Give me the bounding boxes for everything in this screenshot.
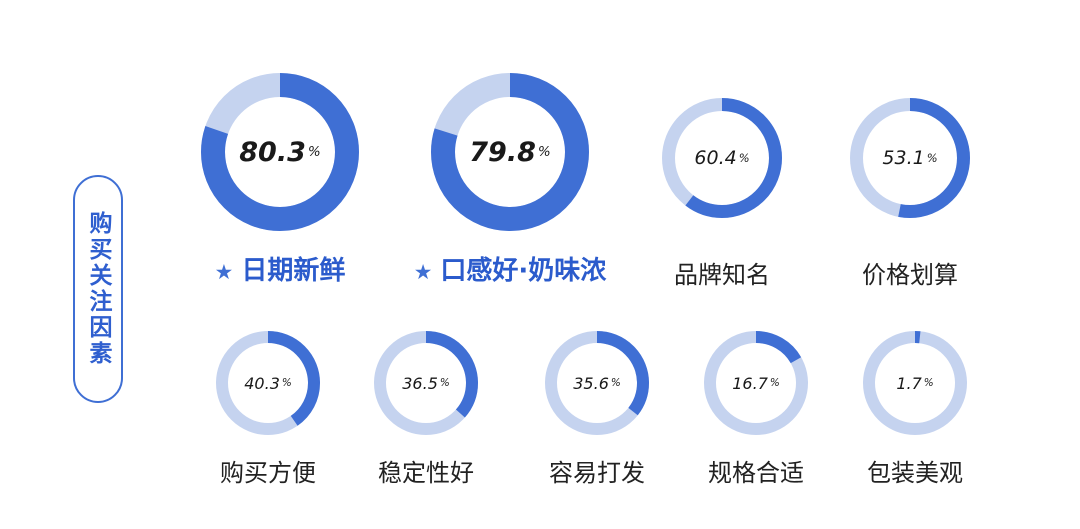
- donut-label-text: 口感好·奶味浓: [440, 256, 607, 286]
- donut-value-unit: %: [537, 144, 551, 160]
- donut-8: 16.7% 规格合适: [704, 331, 808, 487]
- donut-ring-1: [201, 73, 359, 231]
- donut-label-8: 规格合适: [644, 453, 868, 488]
- donut-1: 80.3% ★ 日期新鲜: [201, 73, 359, 286]
- donut-value-number: 40.3: [244, 373, 280, 393]
- donut-value-unit: %: [439, 377, 450, 389]
- donut-arc-8: [704, 331, 808, 435]
- donut-ring-9: [863, 331, 967, 435]
- donut-arc-2: [431, 73, 589, 231]
- donut-value-unit: %: [923, 377, 934, 389]
- donut-7: 35.6% 容易打发: [545, 331, 649, 487]
- donut-ring-7: [545, 331, 649, 435]
- donut-value-number: 80.3: [239, 136, 306, 168]
- donut-value-number: 36.5: [402, 373, 438, 393]
- donut-ring-8: [704, 331, 808, 435]
- donut-label-text: 包装美观: [867, 459, 963, 487]
- donut-value-4: 53.1%: [850, 98, 970, 218]
- donut-label-text: 稳定性好: [378, 459, 474, 487]
- donut-value-5: 40.3%: [216, 331, 320, 435]
- donut-value-2: 79.8%: [431, 73, 589, 231]
- donut-value-number: 35.6: [573, 373, 609, 393]
- donut-value-number: 79.8: [469, 136, 536, 168]
- donut-arc-9: [863, 331, 967, 435]
- donut-arc-1: [201, 73, 359, 231]
- donut-value-number: 16.7: [732, 373, 768, 393]
- donut-value-8: 16.7%: [704, 331, 808, 435]
- donut-label-3: 品牌知名: [602, 255, 842, 290]
- donut-value-1: 80.3%: [201, 73, 359, 231]
- donut-value-unit: %: [307, 144, 321, 160]
- donut-ring-4: [850, 98, 970, 218]
- side-category-label: 购买关注因素: [73, 175, 123, 403]
- donut-ring-2: [431, 73, 589, 231]
- donut-arc-7: [545, 331, 649, 435]
- donut-arc-5: [216, 331, 320, 435]
- donut-label-text: 日期新鲜: [241, 256, 346, 286]
- donut-label-text: 容易打发: [549, 459, 645, 487]
- donut-label-text: 购买方便: [220, 459, 316, 487]
- donut-label-2: ★ 口感好·奶味浓: [371, 250, 649, 287]
- donut-value-unit: %: [610, 377, 621, 389]
- donut-label-5: 购买方便: [156, 453, 380, 488]
- donut-value-number: 53.1: [882, 147, 925, 169]
- donut-label-7: 容易打发: [485, 453, 709, 488]
- donut-2: 79.8% ★ 口感好·奶味浓: [414, 73, 606, 286]
- donut-3: 60.4% 品牌知名: [662, 98, 782, 289]
- donut-ring-3: [662, 98, 782, 218]
- donut-value-number: 60.4: [694, 147, 737, 169]
- donut-label-9: 包装美观: [803, 453, 1027, 488]
- donut-label-6: 稳定性好: [314, 453, 538, 488]
- star-icon: ★: [413, 259, 433, 284]
- donut-label-4: 价格划算: [790, 255, 1030, 290]
- donut-value-9: 1.7%: [863, 331, 967, 435]
- donut-value-7: 35.6%: [545, 331, 649, 435]
- donut-value-number: 1.7: [896, 373, 922, 393]
- donut-label-text: 品牌知名: [674, 261, 770, 289]
- donut-6: 36.5% 稳定性好: [374, 331, 478, 487]
- star-icon: ★: [214, 259, 234, 284]
- donut-value-3: 60.4%: [662, 98, 782, 218]
- donut-9: 1.7% 包装美观: [863, 331, 967, 487]
- donut-4: 53.1% 价格划算: [850, 98, 970, 289]
- donut-label-text: 价格划算: [862, 261, 958, 289]
- donut-value-6: 36.5%: [374, 331, 478, 435]
- donut-value-unit: %: [738, 151, 750, 165]
- side-category-text: 购买关注因素: [85, 211, 111, 367]
- donut-ring-5: [216, 331, 320, 435]
- donut-value-unit: %: [926, 151, 938, 165]
- donut-value-unit: %: [281, 377, 292, 389]
- donut-value-unit: %: [769, 377, 780, 389]
- donut-arc-4: [850, 98, 970, 218]
- donut-5: 40.3% 购买方便: [216, 331, 320, 487]
- donut-label-1: ★ 日期新鲜: [141, 250, 419, 287]
- donut-label-text: 规格合适: [708, 459, 804, 487]
- donut-ring-6: [374, 331, 478, 435]
- donut-arc-3: [662, 98, 782, 218]
- donut-arc-6: [374, 331, 478, 435]
